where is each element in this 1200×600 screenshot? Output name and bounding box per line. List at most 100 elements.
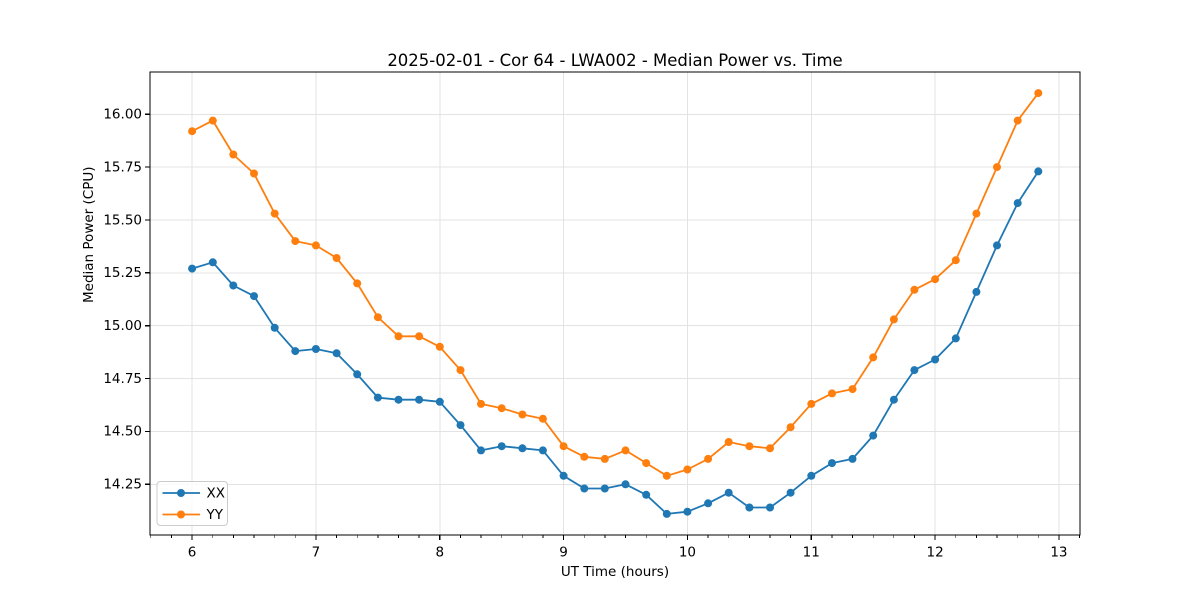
data-point-marker [456, 366, 465, 375]
data-point-marker [270, 323, 279, 332]
data-point-marker [869, 431, 878, 440]
y-tick-label: 14.75 [103, 371, 142, 387]
data-point-marker [683, 507, 692, 516]
data-point-marker [332, 349, 341, 358]
data-point-marker [373, 393, 382, 402]
data-point-marker [724, 488, 733, 497]
y-tick-label: 16.00 [103, 107, 142, 123]
y-tick-label: 14.50 [103, 424, 142, 440]
data-point-marker [477, 399, 485, 408]
data-point-marker [250, 169, 258, 178]
legend-marker [177, 489, 185, 497]
data-point-marker [600, 454, 609, 463]
data-point-marker [828, 389, 836, 398]
data-point-marker [1034, 89, 1043, 98]
data-point-marker [993, 163, 1001, 172]
data-point-marker [580, 484, 589, 493]
data-point-marker [311, 345, 320, 353]
data-point-marker [415, 395, 424, 404]
data-point-marker [600, 484, 609, 493]
x-axis: 6 7 8 9 10 11 12 13 [150, 535, 1080, 561]
x-tick-label: 10 [679, 545, 696, 561]
data-point-marker [704, 454, 713, 463]
data-point-marker [786, 488, 795, 497]
data-point-marker [951, 256, 960, 265]
legend-label: XX [207, 486, 226, 502]
data-point-marker [208, 116, 217, 125]
data-point-marker [683, 465, 692, 474]
data-point-marker [291, 237, 300, 246]
data-point-marker [208, 258, 217, 267]
data-point-marker [662, 509, 671, 518]
data-point-marker [188, 127, 197, 136]
x-tick-label: 13 [1050, 545, 1067, 561]
data-point-marker [291, 347, 300, 356]
data-point-marker [951, 334, 960, 343]
data-point-marker [538, 414, 547, 423]
y-axis: 14.25 14.50 14.75 15.00 15.25 15.50 15.75 16.00 [103, 107, 150, 493]
x-tick-label: 11 [803, 545, 820, 561]
data-point-marker [972, 209, 981, 218]
data-point-marker [869, 353, 878, 362]
data-point-marker [807, 471, 816, 480]
series-yy [188, 89, 1043, 480]
data-point-marker [642, 459, 651, 468]
data-point-marker [910, 285, 919, 294]
legend: XX YY [156, 481, 228, 526]
data-point-marker [415, 332, 424, 341]
data-point-marker [580, 452, 589, 461]
data-point-marker [724, 438, 733, 446]
data-point-marker [910, 366, 919, 375]
x-tick-label: 9 [559, 545, 568, 561]
data-point-marker [373, 313, 382, 322]
data-point-marker [848, 454, 857, 463]
data-point-marker [538, 446, 547, 455]
data-point-marker [394, 395, 403, 404]
data-point-marker [353, 279, 362, 288]
data-point-marker [704, 499, 713, 508]
data-point-marker [621, 446, 630, 455]
legend-marker [177, 510, 185, 519]
data-point-marker [435, 342, 444, 351]
data-point-marker [745, 442, 754, 451]
data-point-marker [188, 264, 197, 273]
data-point-marker [456, 421, 465, 430]
data-point-marker [229, 281, 238, 290]
data-point-marker [332, 254, 341, 262]
x-tick-label: 12 [927, 545, 944, 561]
chart-title: 2025-02-01 - Cor 64 - LWA002 - Median Po… [387, 51, 843, 70]
y-tick-label: 15.00 [103, 318, 142, 334]
series-xx [188, 167, 1043, 518]
y-tick-label: 15.25 [103, 265, 142, 281]
data-point-marker [497, 442, 506, 451]
data-point-marker [931, 275, 940, 284]
data-point-marker [642, 490, 651, 499]
data-point-marker [889, 315, 898, 324]
legend-label: YY [206, 507, 224, 523]
data-point-marker [889, 395, 898, 404]
data-point-marker [848, 385, 857, 394]
data-point-marker [766, 444, 774, 453]
grid [150, 72, 1080, 535]
data-point-marker [993, 241, 1001, 250]
data-point-marker [477, 446, 485, 455]
data-point-marker [1013, 116, 1022, 125]
y-tick-label: 15.75 [103, 159, 142, 175]
x-tick-label: 7 [312, 545, 321, 561]
data-point-marker [518, 410, 527, 419]
data-point-marker [745, 503, 754, 512]
data-point-marker [250, 292, 258, 301]
data-point-marker [1013, 199, 1022, 208]
data-point-marker [807, 399, 816, 408]
data-point-marker [972, 287, 981, 296]
data-point-marker [353, 370, 362, 379]
data-point-marker [270, 209, 279, 218]
data-point-marker [931, 355, 940, 364]
series-line-xx [191, 170, 1040, 515]
x-tick-label: 8 [435, 545, 444, 561]
plot-border [149, 71, 1081, 536]
data-point-marker [662, 471, 671, 480]
data-point-marker [766, 503, 774, 512]
